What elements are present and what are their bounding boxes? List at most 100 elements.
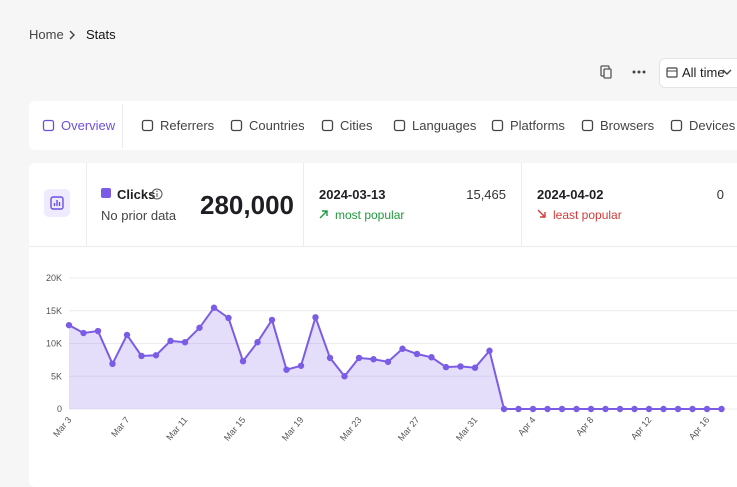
area bbox=[69, 307, 722, 409]
point bbox=[181, 338, 189, 346]
tab-label: Devices bbox=[689, 118, 736, 133]
point bbox=[587, 405, 595, 413]
x-tick-label: Apr 12 bbox=[629, 415, 654, 442]
x-tick-label: Mar 31 bbox=[454, 415, 480, 443]
point bbox=[529, 405, 537, 413]
tab-label: Platforms bbox=[510, 118, 565, 133]
top-label: most popular bbox=[335, 208, 405, 222]
breadcrumb-home[interactable]: Home bbox=[29, 27, 64, 42]
x-tick-label: Mar 15 bbox=[222, 415, 248, 443]
tab[interactable]: Languages bbox=[393, 118, 476, 133]
top-date: 2024-03-13 bbox=[319, 187, 386, 202]
tab[interactable]: Overview bbox=[42, 118, 115, 133]
breadcrumb-current: Stats bbox=[86, 27, 116, 42]
info-icon[interactable] bbox=[151, 188, 163, 200]
tab-icon bbox=[491, 119, 504, 132]
point bbox=[558, 405, 566, 413]
bottom-value: 0 bbox=[716, 187, 724, 202]
x-tick-label: Mar 3 bbox=[51, 415, 73, 439]
stat-divider bbox=[303, 163, 304, 246]
point bbox=[674, 405, 682, 413]
point bbox=[80, 329, 87, 337]
stat-divider bbox=[521, 163, 522, 246]
tab-icon bbox=[42, 119, 55, 132]
x-tick-label: Mar 23 bbox=[338, 415, 364, 443]
line bbox=[68, 306, 722, 410]
tab-label: Referrers bbox=[160, 118, 215, 133]
range-label: All time bbox=[682, 65, 725, 80]
x-tick-label: Apr 8 bbox=[574, 415, 595, 438]
tab[interactable]: Devices bbox=[670, 118, 735, 133]
down-arrow bbox=[537, 209, 546, 218]
tab-label: Cities bbox=[340, 118, 373, 133]
point bbox=[297, 362, 305, 369]
y-tick-label: 20K bbox=[46, 273, 62, 283]
point bbox=[341, 373, 348, 380]
point bbox=[573, 405, 580, 413]
point bbox=[631, 405, 638, 413]
point bbox=[239, 357, 247, 365]
tab-divider bbox=[122, 104, 123, 148]
point bbox=[370, 356, 377, 363]
up-arrow bbox=[319, 210, 328, 219]
metric-name: Clicks bbox=[117, 187, 156, 202]
copy-icon[interactable] bbox=[599, 65, 613, 79]
tab-icon bbox=[141, 119, 154, 132]
point bbox=[210, 304, 218, 311]
point bbox=[486, 347, 493, 354]
x-tick-label: Mar 19 bbox=[280, 415, 306, 443]
bottom-date: 2024-04-02 bbox=[537, 187, 604, 202]
tab-label: Languages bbox=[412, 118, 477, 133]
point bbox=[225, 314, 232, 322]
calendar-icon bbox=[666, 67, 678, 78]
metric-swatch bbox=[101, 188, 111, 198]
tab-icon bbox=[581, 119, 594, 132]
tab[interactable]: Referrers bbox=[141, 118, 214, 133]
y-tick-label: 15K bbox=[46, 306, 62, 316]
stats-icon bbox=[50, 196, 64, 210]
x-tick-label: Mar 7 bbox=[109, 415, 131, 439]
tab[interactable]: Browsers bbox=[581, 118, 654, 133]
y-tick-label: 10K bbox=[46, 339, 62, 349]
point bbox=[616, 405, 624, 413]
range-chevron bbox=[722, 69, 732, 75]
chart: 0 5K 10K 15K 20K Mar 3 Mar 7 Mar 11 Mar 15 Mar 19… bbox=[46, 273, 737, 443]
point bbox=[428, 354, 435, 361]
stat-divider bbox=[86, 163, 87, 246]
point bbox=[515, 405, 522, 413]
tab-icon bbox=[321, 119, 334, 132]
tab[interactable]: Cities bbox=[321, 118, 373, 133]
point bbox=[703, 405, 711, 413]
point bbox=[457, 363, 464, 370]
point bbox=[138, 352, 145, 360]
point bbox=[167, 337, 174, 345]
point bbox=[94, 327, 102, 335]
x-tick-label: Apr 16 bbox=[687, 415, 712, 442]
point bbox=[413, 350, 421, 358]
point bbox=[718, 405, 725, 413]
point bbox=[660, 405, 667, 413]
point bbox=[544, 405, 551, 413]
tab-label: Browsers bbox=[600, 118, 655, 133]
tab-label: Overview bbox=[61, 118, 116, 133]
more-icon[interactable] bbox=[632, 69, 646, 75]
metric-note: No prior data bbox=[101, 208, 177, 223]
tab[interactable]: Platforms bbox=[491, 118, 565, 133]
tab-icon bbox=[670, 119, 683, 132]
top-value: 15,465 bbox=[466, 187, 506, 202]
y-tick-label: 0 bbox=[57, 404, 62, 414]
point bbox=[689, 405, 696, 413]
y-tick-label: 5K bbox=[51, 371, 62, 381]
tab-icon bbox=[230, 119, 243, 132]
tab[interactable]: Countries bbox=[230, 118, 305, 133]
x-tick-label: Apr 4 bbox=[516, 415, 537, 438]
bottom-label: least popular bbox=[553, 208, 622, 222]
point bbox=[442, 363, 450, 371]
point bbox=[500, 405, 508, 413]
tab-icon bbox=[393, 119, 406, 132]
point bbox=[326, 354, 334, 362]
point bbox=[312, 314, 319, 321]
point bbox=[399, 345, 406, 352]
point bbox=[283, 366, 290, 373]
range-select[interactable] bbox=[659, 58, 737, 88]
